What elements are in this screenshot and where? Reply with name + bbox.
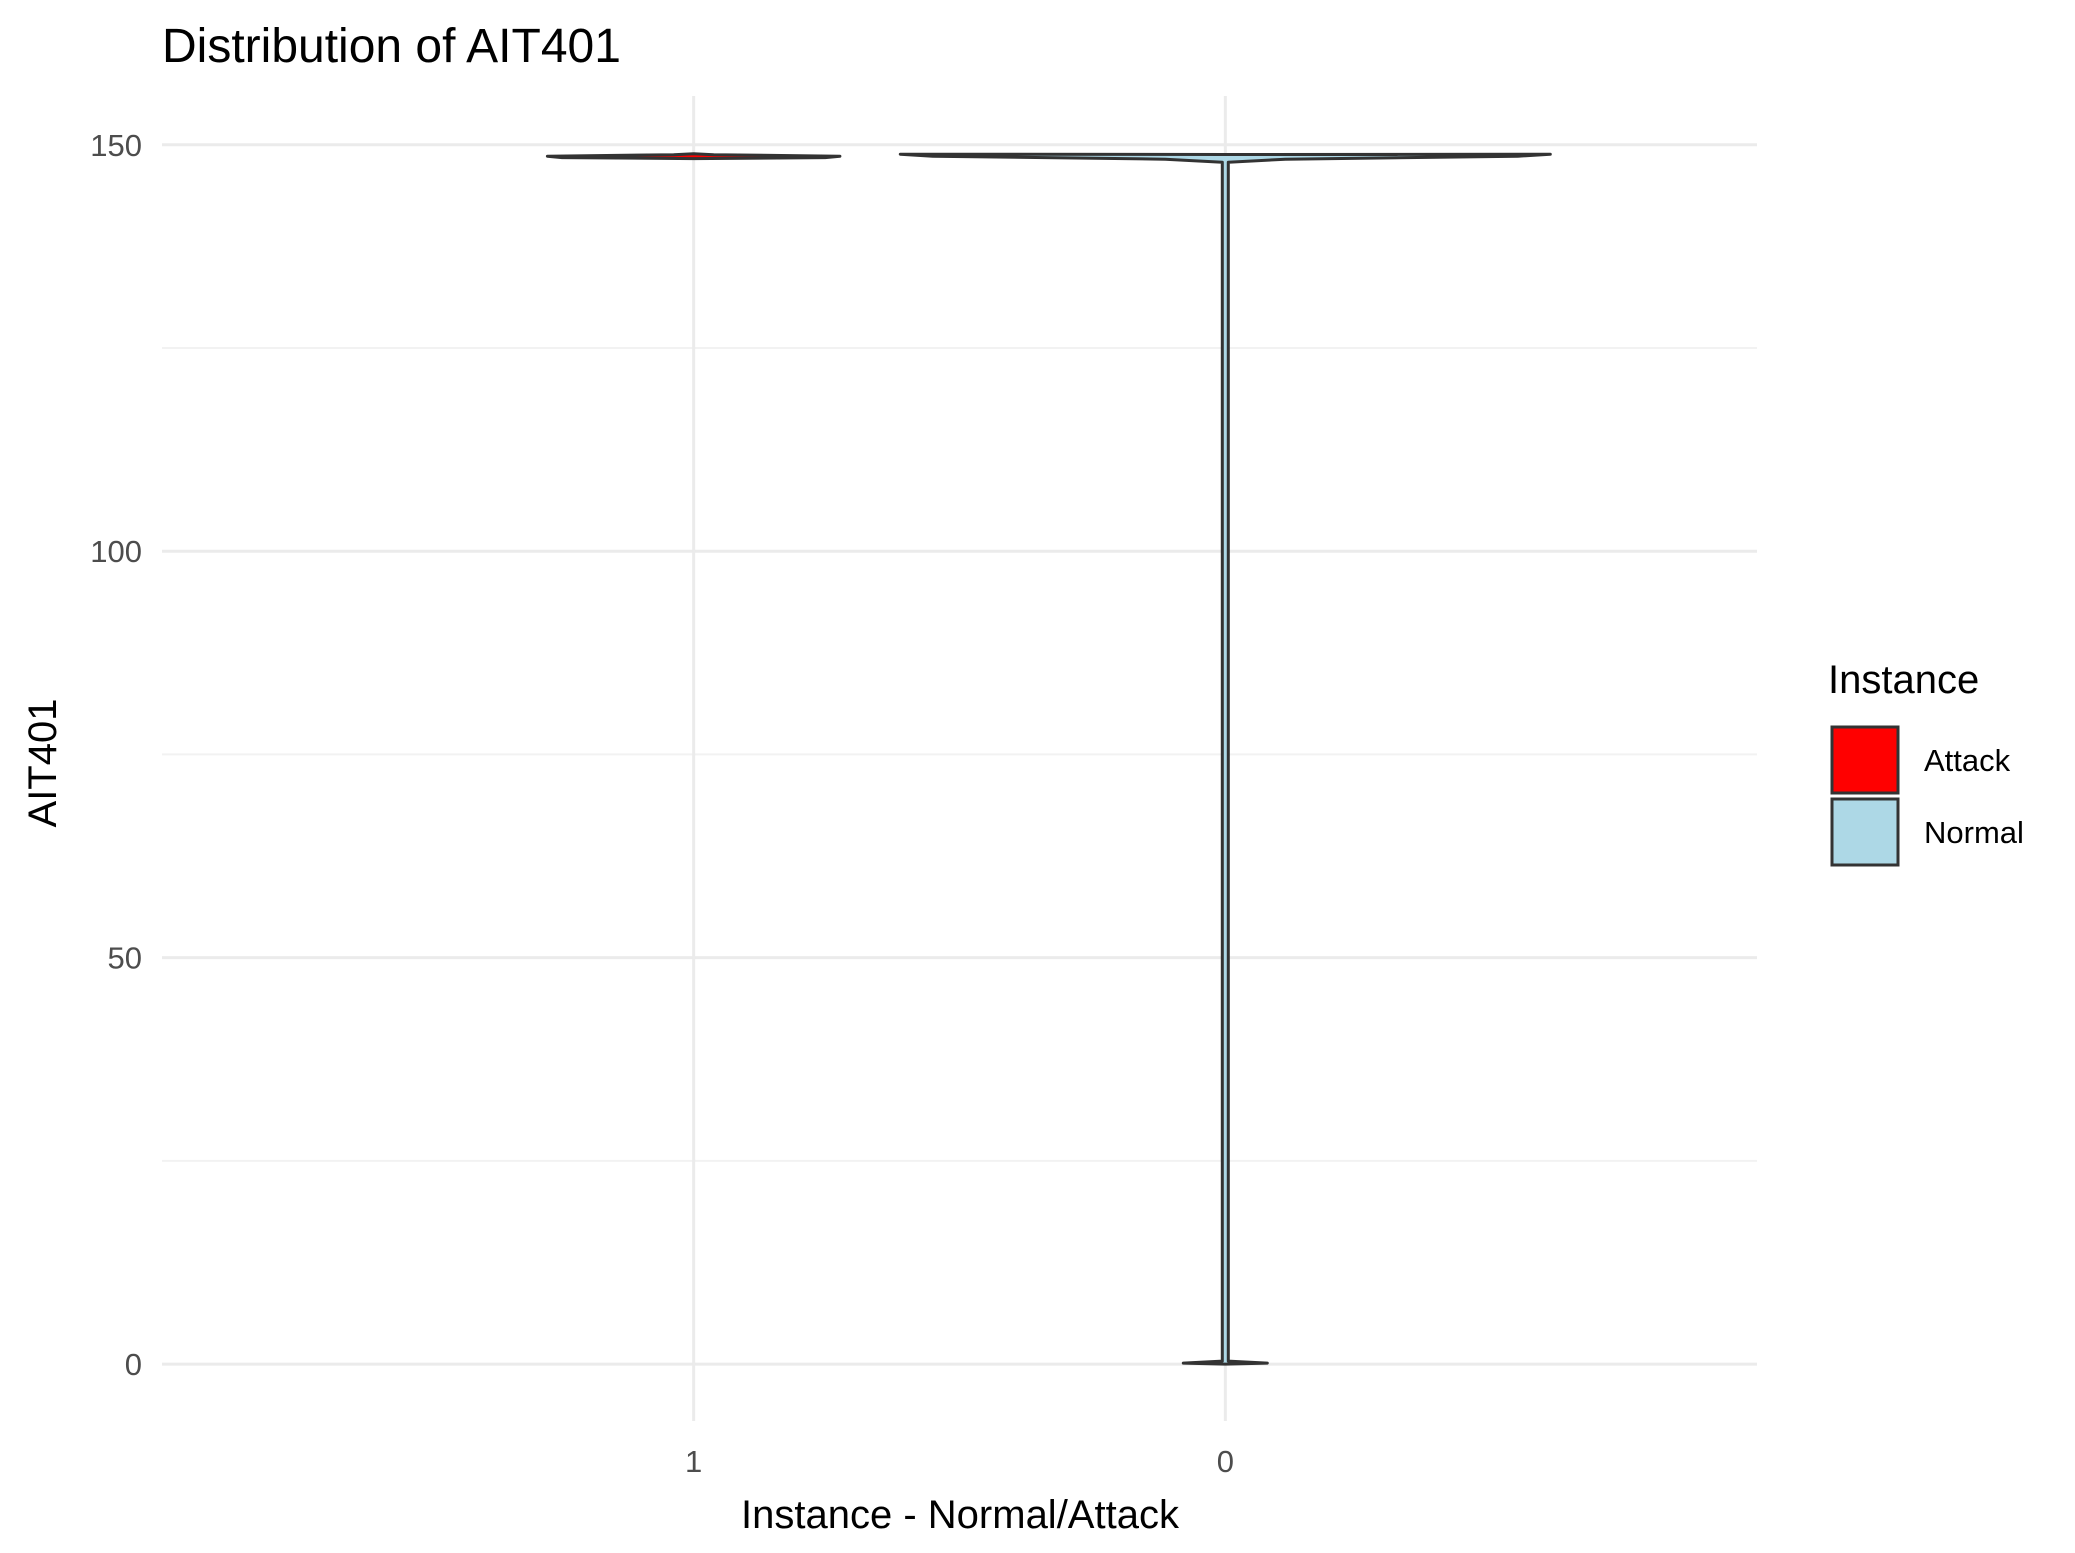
y-axis: 0 50 100 150 — [90, 128, 142, 1382]
violin-normal — [898, 152, 1552, 1366]
y-tick-label: 100 — [90, 534, 142, 569]
violin-attack — [545, 152, 842, 161]
legend-swatch — [1830, 797, 1900, 867]
legend-label: Attack — [1924, 743, 2011, 778]
legend-swatch — [1830, 725, 1900, 795]
legend: Instance Attack Normal — [1828, 658, 2024, 867]
x-tick-label: 1 — [685, 1444, 702, 1479]
chart-title: Distribution of AIT401 — [162, 20, 621, 73]
y-tick-label: 150 — [90, 128, 142, 163]
x-axis-title: Instance - Normal/Attack — [741, 1493, 1180, 1537]
y-tick-label: 50 — [108, 941, 142, 976]
y-axis-title: AIT401 — [21, 699, 65, 828]
violins — [545, 152, 1552, 1366]
legend-item-attack: Attack — [1830, 725, 2011, 795]
grid — [162, 96, 1757, 1421]
x-tick-label: 0 — [1217, 1444, 1234, 1479]
y-tick-label: 0 — [125, 1347, 142, 1382]
legend-title: Instance — [1828, 658, 1979, 702]
legend-label: Normal — [1924, 815, 2024, 850]
legend-item-normal: Normal — [1830, 797, 2024, 867]
